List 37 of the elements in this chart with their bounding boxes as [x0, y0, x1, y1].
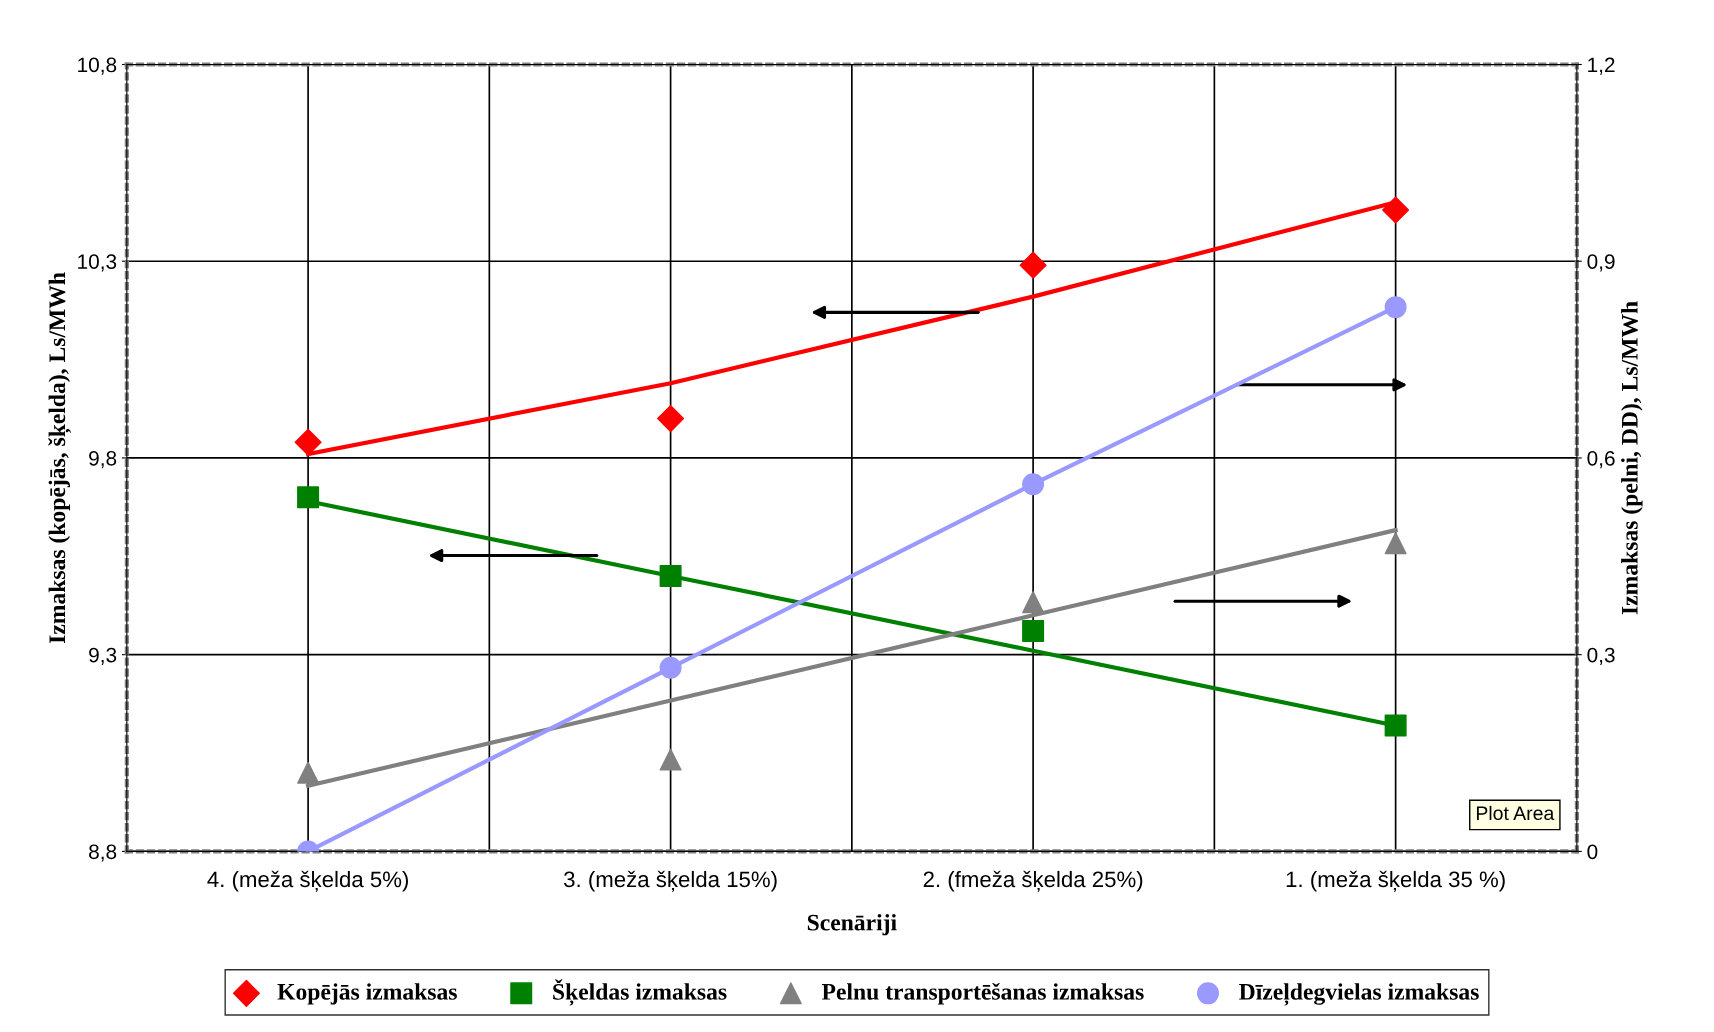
point [657, 405, 685, 433]
x-tick-label: 1. (meža šķelda 35 %) [1286, 870, 1505, 892]
legend-label: Pelnu transportēšanas izmaksas [821, 982, 1144, 1005]
legend-label: Dīzeļdegvielas izmaksas [1239, 983, 1479, 1006]
y-tick-label: 8,8 [89, 844, 117, 862]
y-tick-label: 10,3 [78, 254, 117, 272]
annotation: Plot Area [1476, 805, 1555, 821]
point [1384, 714, 1407, 737]
legend-label: Šķeldas izmaksas [553, 979, 727, 1006]
point [1384, 532, 1407, 555]
y2-tick-label: 0 [1587, 844, 1598, 860]
y2-tick-label: 0,6 [1587, 450, 1615, 469]
point [294, 428, 322, 456]
point [1384, 296, 1407, 319]
point [1019, 251, 1047, 279]
y2-tick-label: 0,3 [1587, 647, 1615, 665]
point [659, 748, 682, 771]
legend-label: Kopējās izmaksas [277, 983, 457, 1005]
point [1022, 591, 1045, 614]
point [1022, 473, 1045, 496]
point [659, 656, 682, 679]
y-tick-label: 9,3 [89, 647, 117, 665]
y2-axis-title: Izmaksas (pelni, DD), Ls/MWh [1621, 301, 1643, 615]
x-tick-label: 2. (fmeža šķelda 25%) [923, 870, 1143, 892]
y-axis-title: Izmaksas (kopējās, šķelda), Ls/MWh [48, 272, 72, 644]
x-axis-title: Scenāriji [807, 913, 897, 936]
point [297, 761, 320, 784]
point [1022, 620, 1045, 643]
point [297, 486, 320, 509]
y2-tick-label: 1,2 [1588, 57, 1615, 75]
point [659, 564, 682, 587]
y-tick-label: 10,8 [78, 57, 117, 75]
y2-tick-label: 0,9 [1587, 254, 1615, 272]
point [1382, 196, 1410, 224]
y-tick-label: 9,8 [89, 450, 117, 469]
x-tick-label: 3. (meža šķelda 15%) [564, 870, 777, 892]
x-tick-label: 4. (meža šķelda 5%) [207, 870, 408, 892]
